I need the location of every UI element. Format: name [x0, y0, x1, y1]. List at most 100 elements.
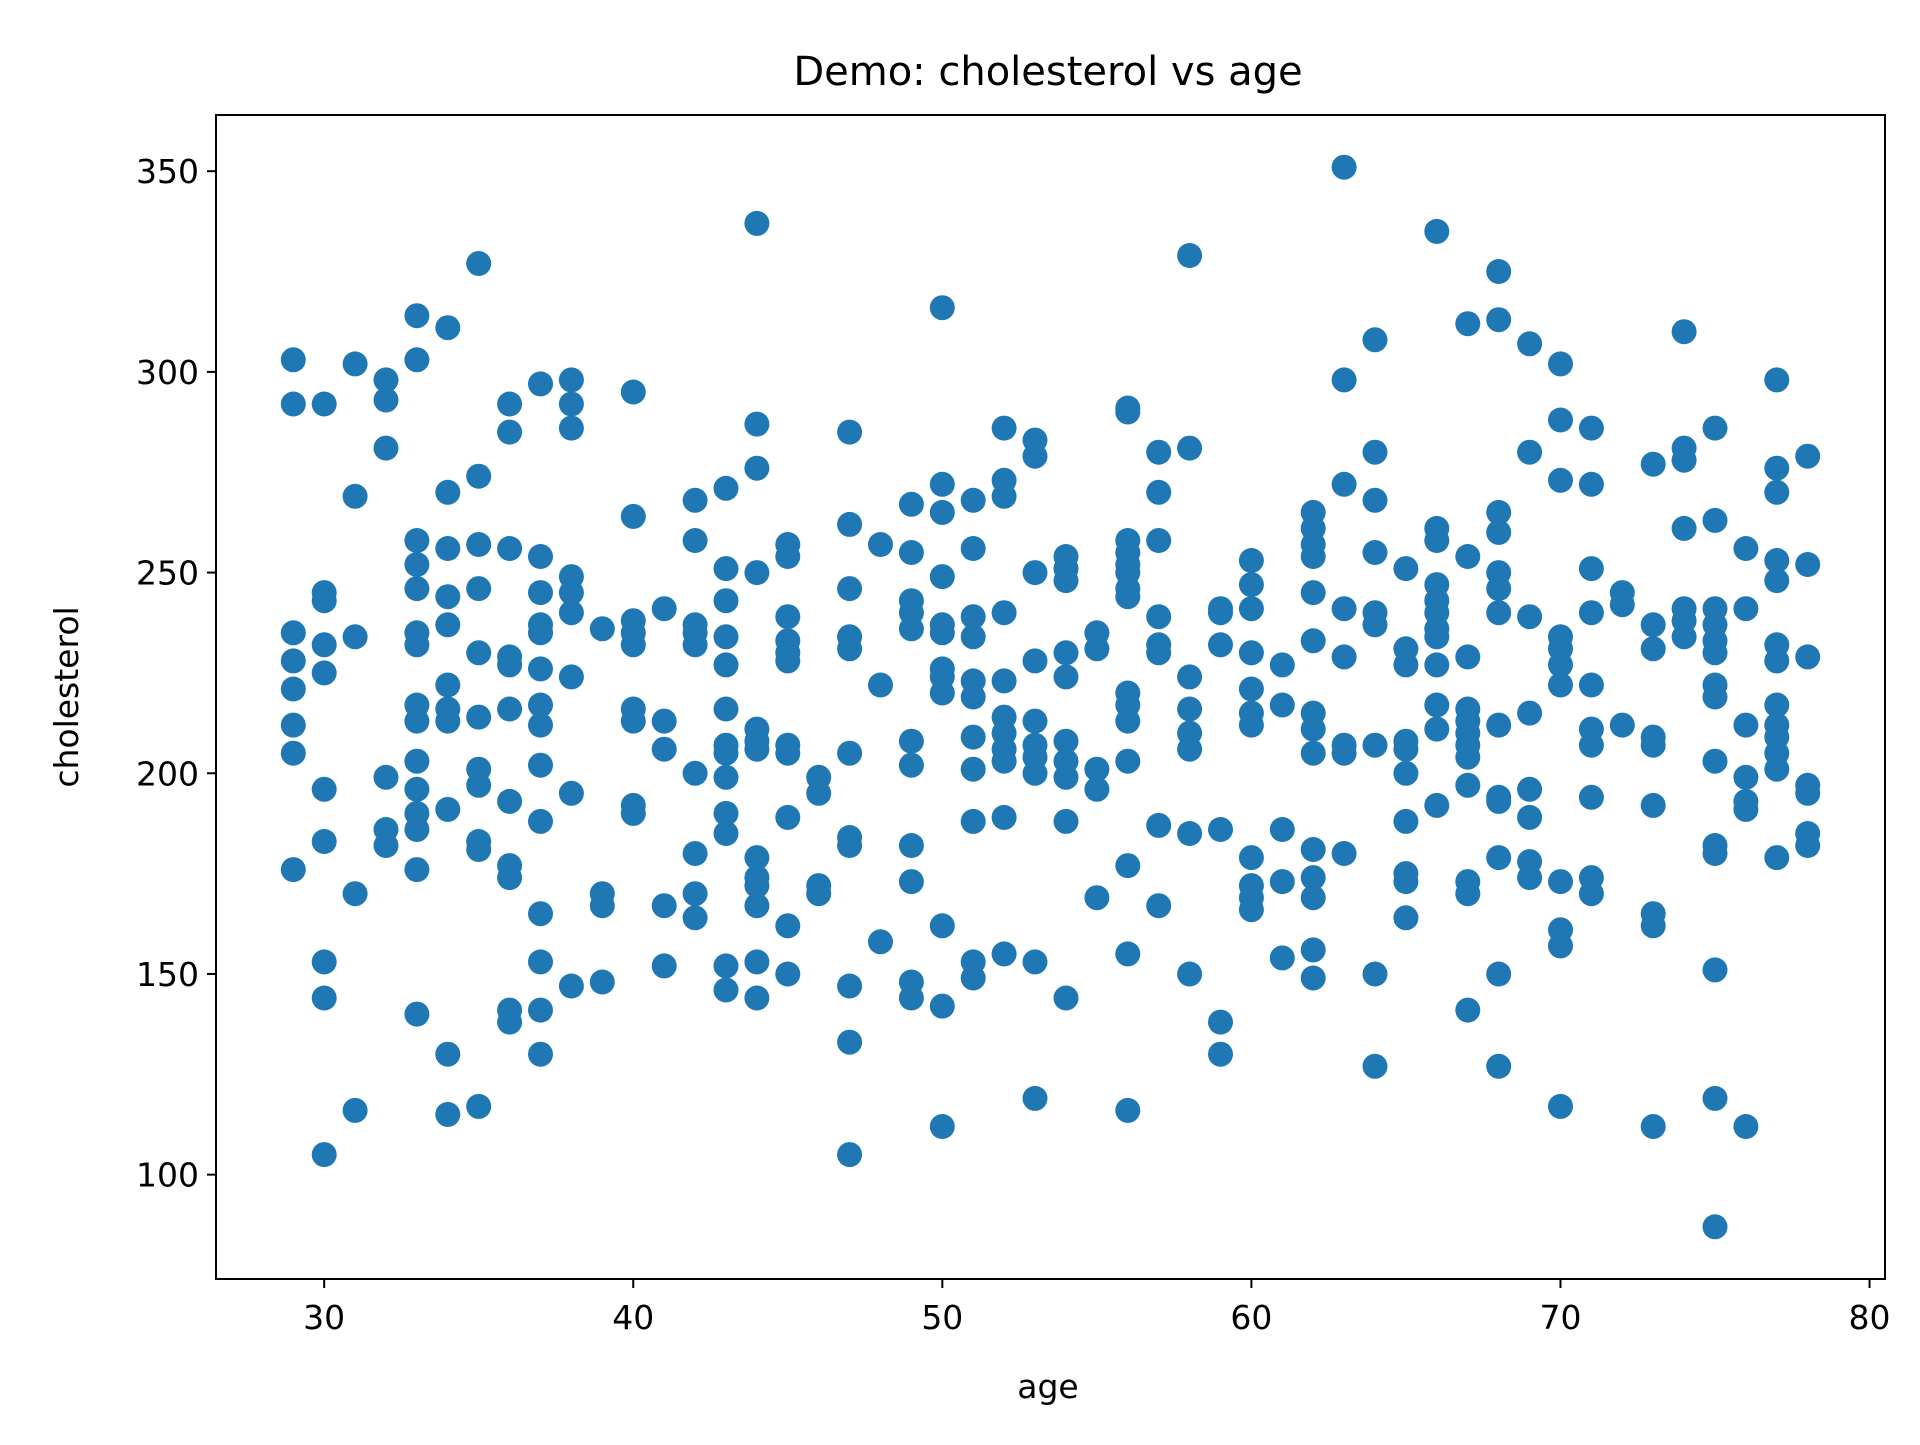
data-point [991, 415, 1017, 441]
data-point [497, 536, 523, 561]
data-point [497, 1009, 523, 1035]
data-point [1486, 712, 1512, 738]
data-point [1455, 744, 1481, 770]
data-point [1238, 572, 1264, 598]
data-point [1733, 796, 1759, 822]
data-point [404, 552, 430, 577]
data-point [497, 652, 523, 678]
data-point [713, 953, 739, 979]
data-point [528, 752, 553, 778]
data-point [1764, 479, 1790, 505]
data-point [1146, 812, 1172, 838]
data-point [1424, 624, 1450, 650]
data-point [1764, 548, 1790, 573]
data-point [1733, 536, 1759, 561]
data-point [1702, 507, 1728, 533]
data-point [1640, 636, 1666, 662]
data-point [1640, 1114, 1666, 1139]
data-point [1795, 443, 1821, 469]
data-point [960, 965, 986, 991]
data-point [435, 536, 461, 561]
data-point [837, 419, 863, 445]
data-point [1331, 841, 1357, 866]
data-point [1578, 881, 1604, 907]
data-point [1671, 447, 1697, 473]
data-point [898, 616, 924, 642]
data-point [558, 600, 584, 626]
data-point [744, 873, 770, 899]
data-point [1393, 905, 1419, 931]
data-point [1362, 327, 1388, 353]
data-point [1393, 808, 1419, 834]
data-point [342, 1097, 368, 1123]
data-point [960, 808, 986, 834]
data-point [435, 612, 461, 638]
data-point [620, 800, 646, 826]
data-point [1022, 949, 1048, 975]
data-point [1053, 640, 1079, 666]
data-point [342, 351, 368, 377]
data-point [466, 576, 492, 602]
data-point [1640, 451, 1666, 477]
data-point [1393, 760, 1419, 786]
data-point [1455, 644, 1481, 670]
data-point [1177, 435, 1203, 461]
data-point [311, 985, 337, 1011]
data-point [868, 672, 893, 698]
data-point [280, 676, 306, 702]
data-point [744, 985, 770, 1011]
data-point [713, 977, 739, 1003]
data-point [435, 315, 461, 341]
data-point [1795, 780, 1821, 806]
data-point [1486, 576, 1512, 602]
data-point [404, 708, 430, 734]
data-point [744, 560, 770, 586]
data-point [1115, 748, 1141, 774]
data-point [1455, 544, 1481, 569]
data-point [1084, 776, 1110, 802]
data-point [744, 845, 770, 871]
x-tick-label: 30 [303, 1298, 345, 1337]
data-point [1702, 415, 1728, 441]
data-point [806, 780, 832, 806]
data-point [1300, 716, 1326, 742]
data-point [620, 632, 646, 658]
data-point [1022, 443, 1048, 469]
data-point [1517, 865, 1543, 891]
data-point [497, 696, 523, 722]
data-point [342, 881, 368, 907]
data-point [1238, 640, 1264, 666]
data-point [1146, 479, 1172, 505]
data-point [1331, 154, 1357, 180]
data-point [1393, 556, 1419, 582]
data-point [373, 435, 399, 461]
data-point [558, 415, 584, 441]
data-point [1764, 367, 1790, 393]
data-point [404, 347, 430, 373]
data-point [1455, 881, 1481, 907]
data-point [558, 391, 584, 417]
data-point [837, 1142, 863, 1168]
data-point [1733, 712, 1759, 738]
data-point [311, 632, 337, 658]
data-point [1486, 519, 1512, 545]
data-point [1177, 664, 1203, 690]
data-point [775, 648, 801, 674]
data-point [929, 564, 955, 590]
data-point [1053, 568, 1079, 594]
data-point [929, 471, 955, 497]
data-point [991, 804, 1017, 830]
data-point [1733, 1114, 1759, 1139]
y-axis-ticks: 100 150 200 250 300 350 [136, 152, 216, 1195]
data-point [1084, 885, 1110, 911]
data-point [404, 528, 430, 553]
data-point [1238, 845, 1264, 871]
data-point [775, 740, 801, 766]
y-tick-label: 350 [136, 152, 199, 191]
data-point [342, 624, 368, 650]
data-point [1578, 672, 1604, 698]
data-point [898, 540, 924, 565]
data-point [1208, 600, 1233, 626]
data-point [837, 1029, 863, 1055]
